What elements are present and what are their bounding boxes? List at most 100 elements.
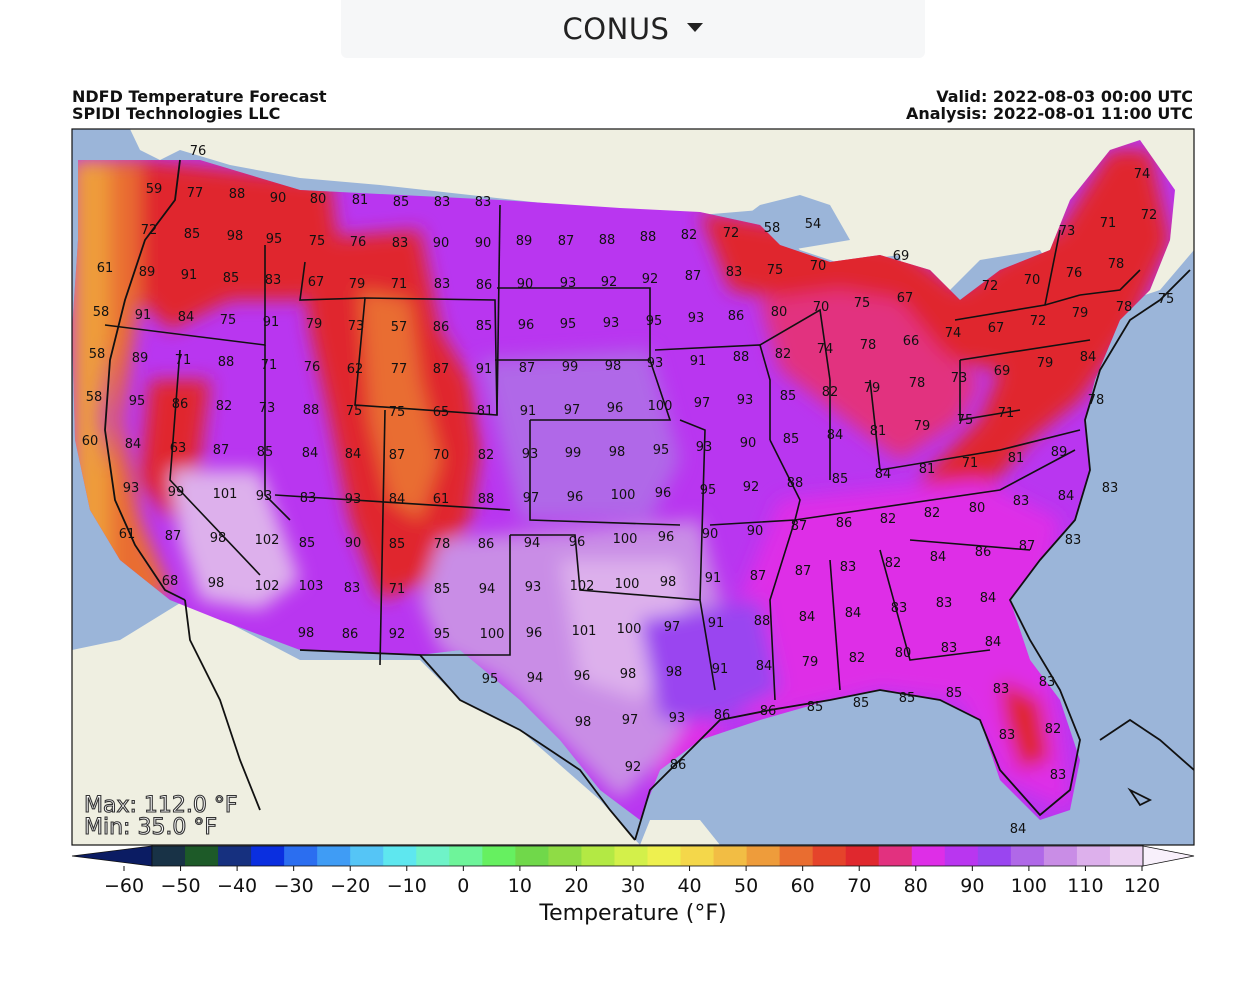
colorbar-swatch <box>680 846 715 866</box>
temperature-label: 92 <box>601 275 618 290</box>
temperature-label: 86 <box>476 278 493 293</box>
colorbar-swatch <box>779 846 814 866</box>
temperature-label: 58 <box>764 221 781 236</box>
map-frame <box>71 128 1195 846</box>
temperature-label: 84 <box>125 437 142 452</box>
temperature-label: 93 <box>688 311 705 326</box>
temperature-label: 83 <box>840 560 857 575</box>
temperature-label: 81 <box>870 424 887 439</box>
temperature-label: 83 <box>1102 481 1119 496</box>
colorbar-swatch <box>977 846 1012 866</box>
temperature-label: 98 <box>666 665 683 680</box>
temperature-label: 82 <box>924 506 941 521</box>
temperature-stats: Max: 112.0 °F Min: 35.0 °F <box>83 793 238 839</box>
temperature-label: 90 <box>740 436 757 451</box>
colorbar-tick-label: −20 <box>330 875 370 897</box>
temperature-label: 87 <box>558 234 575 249</box>
temperature-label: 96 <box>526 626 543 641</box>
colorbar-arrow-min <box>71 845 153 867</box>
temperature-label: 87 <box>213 443 230 458</box>
temperature-label: 79 <box>802 655 819 670</box>
temperature-label: 85 <box>899 691 916 706</box>
temperature-label: 86 <box>714 708 731 723</box>
temperature-label: 58 <box>86 390 103 405</box>
temperature-label: 87 <box>795 564 812 579</box>
temperature-label: 86 <box>760 704 777 719</box>
temperature-label: 61 <box>97 261 114 276</box>
region-select-value: CONUS <box>562 12 670 46</box>
temperature-label: 82 <box>880 512 897 527</box>
colorbar-tick-label: 50 <box>734 875 758 897</box>
valid-time: Valid: 2022-08-03 00:00 UTC <box>936 87 1193 106</box>
temperature-label: 71 <box>391 277 408 292</box>
temperature-label: 85 <box>783 432 800 447</box>
temperature-label: 88 <box>599 233 616 248</box>
colorbar-swatch <box>383 846 417 866</box>
temperature-label: 74 <box>817 342 834 357</box>
colorbar-tick-label: 90 <box>960 875 984 897</box>
temperature-label: 61 <box>433 492 450 507</box>
temperature-label: 100 <box>611 488 636 503</box>
map-header-left: NDFD Temperature Forecast SPIDI Technolo… <box>72 88 327 122</box>
temperature-label: 90 <box>517 277 534 292</box>
temperature-label: 86 <box>670 758 687 773</box>
temperature-label: 60 <box>82 434 99 449</box>
colorbar-tick-label: 100 <box>1011 875 1047 897</box>
temperature-label: 96 <box>569 535 586 550</box>
temperature-label: 85 <box>389 537 406 552</box>
colorbar-swatch <box>614 846 648 866</box>
temperature-label: 79 <box>1037 356 1054 371</box>
temperature-label: 91 <box>690 354 707 369</box>
temperature-label: 86 <box>728 309 745 324</box>
temperature-label: 75 <box>767 263 784 278</box>
temperature-label: 98 <box>660 575 677 590</box>
temperature-label: 88 <box>478 492 495 507</box>
temperature-label: 84 <box>827 428 844 443</box>
colorbar-swatch <box>581 846 615 866</box>
temperature-label: 91 <box>705 571 722 586</box>
temperature-label: 96 <box>567 490 584 505</box>
max-temp: Max: 112.0 °F <box>83 793 238 818</box>
temperature-label: 82 <box>822 385 839 400</box>
temperature-label: 82 <box>478 448 495 463</box>
temperature-label: 85 <box>476 319 493 334</box>
temperature-label: 98 <box>298 626 315 641</box>
temperature-label: 81 <box>477 404 494 419</box>
temperature-label: 98 <box>575 715 592 730</box>
colorbar-swatch <box>218 846 252 866</box>
temperature-label: 84 <box>1010 822 1027 837</box>
temperature-label: 98 <box>227 229 244 244</box>
chevron-down-icon[interactable] <box>687 22 704 32</box>
temperature-label: 95 <box>653 443 670 458</box>
temperature-label: 86 <box>342 627 359 642</box>
temperature-label: 103 <box>299 579 324 594</box>
temperature-label: 89 <box>1051 445 1068 460</box>
temperature-label: 87 <box>685 269 702 284</box>
temperature-label: 93 <box>603 316 620 331</box>
colorbar-swatch <box>746 846 781 866</box>
temperature-label: 93 <box>525 580 542 595</box>
temperature-label: 98 <box>609 445 626 460</box>
region-select[interactable]: CONUS <box>341 0 925 58</box>
temperature-label: 88 <box>229 187 246 202</box>
temperature-label: 102 <box>570 579 595 594</box>
state-borders <box>104 204 1141 701</box>
temperature-label: 79 <box>1072 306 1089 321</box>
temperature-label: 91 <box>708 616 725 631</box>
colorbar-ticks: −60 −50 −40 −30 −20 −10 0 10 20 30 40 50 60 70 80 90 100… <box>104 866 1160 897</box>
temperature-label: 88 <box>640 230 657 245</box>
temperature-label: 82 <box>885 556 902 571</box>
colorbar <box>71 845 1195 867</box>
temperature-label: 74 <box>1134 167 1151 182</box>
colorbar-tick-label: 30 <box>621 875 645 897</box>
temperature-label: 88 <box>754 614 771 629</box>
temperature-label: 87 <box>791 519 808 534</box>
temperature-label: 65 <box>433 405 450 420</box>
temperature-label: 102 <box>255 579 280 594</box>
temperature-label: 93 <box>737 393 754 408</box>
colorbar-swatch <box>944 846 979 866</box>
temperature-label: 102 <box>255 533 280 548</box>
mexico-land <box>72 600 640 845</box>
temperature-label: 91 <box>476 362 493 377</box>
colorbar-swatch <box>647 846 682 866</box>
